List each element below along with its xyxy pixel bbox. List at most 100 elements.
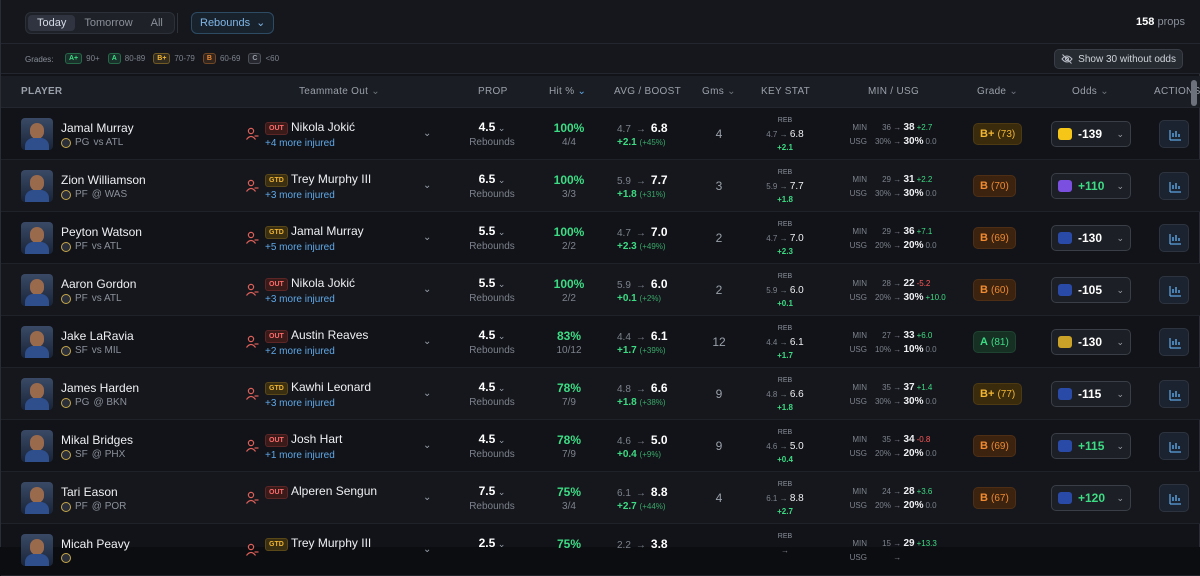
key-stat-values: 4.7 → 6.8 [761, 129, 809, 140]
more-injured-link[interactable]: +3 more injured [265, 190, 335, 201]
more-injured-link[interactable]: +3 more injured [265, 294, 335, 305]
games-count: 3 [715, 179, 723, 193]
arrow-right-icon: → [891, 449, 904, 458]
usage-row: USG 20% → 20% 0.0 [843, 500, 947, 511]
market-dropdown[interactable]: Rebounds ⌄ [191, 12, 275, 34]
col-avg-boost[interactable]: AVG / BOOST [614, 86, 682, 97]
player-name[interactable]: Aaron Gordon [61, 277, 137, 291]
prop-line[interactable]: 4.5 ⌄ [457, 380, 527, 394]
table-row[interactable]: Jake LaRavia SF vs MIL OUT Austin Reaves +2 m… [1, 316, 1200, 368]
player-name[interactable]: Jake LaRavia [61, 329, 134, 343]
chevron-down-icon[interactable]: ⌄ [423, 128, 432, 139]
player-name[interactable]: Micah Peavy [61, 537, 130, 551]
chart-action-button[interactable] [1159, 432, 1189, 460]
col-odds[interactable]: Odds ⌄ [1072, 86, 1109, 97]
col-teammate-out[interactable]: Teammate Out ⌄ [299, 86, 380, 97]
col-prop[interactable]: PROP [478, 86, 508, 97]
chart-action-button[interactable] [1159, 484, 1189, 512]
chevron-down-icon[interactable]: ⌄ [423, 180, 432, 191]
avatar-body [25, 398, 49, 410]
teammate-out-name: Kawhi Leonard [291, 380, 372, 394]
chevron-down-icon[interactable]: ⌄ [423, 492, 432, 503]
player-name[interactable]: Tari Eason [61, 485, 118, 499]
tab-tomorrow[interactable]: Tomorrow [84, 17, 133, 29]
col-actions: ACTIONS [1154, 86, 1200, 97]
more-injured-link[interactable]: +2 more injured [265, 346, 335, 357]
prop-line[interactable]: 5.5 ⌄ [457, 224, 527, 238]
table-row[interactable]: Jamal Murray PG vs ATL OUT Nikola Jokić +4 mo… [1, 108, 1200, 160]
chart-action-button[interactable] [1159, 172, 1189, 200]
table-row[interactable]: Micah Peavy GTD Trey Murphy III ⌄ 2.5 ⌄ 75% 2.… [1, 524, 1200, 576]
chevron-down-icon[interactable]: ⌄ [423, 284, 432, 295]
prop-line[interactable]: 7.5 ⌄ [457, 484, 527, 498]
more-injured-link[interactable]: +5 more injured [265, 242, 335, 253]
col-grade[interactable]: Grade ⌄ [977, 86, 1018, 97]
arrow-right-icon: → [635, 384, 646, 395]
more-injured-link[interactable]: +1 more injured [265, 450, 335, 461]
usage-from: 30% [874, 189, 891, 198]
prop-line[interactable]: 2.5 ⌄ [457, 536, 527, 550]
col-hit[interactable]: Hit % ⌄ [549, 86, 586, 97]
odds-selector[interactable]: +115 ⌄ [1051, 433, 1131, 459]
col-min-usg[interactable]: MIN / USG [868, 86, 920, 97]
sportsbook-logo-icon [1058, 232, 1072, 244]
key-stat-values: 4.4 → 6.1 [761, 337, 809, 348]
odds-selector[interactable]: -130 ⌄ [1051, 329, 1131, 355]
player-name[interactable]: Zion Williamson [61, 173, 146, 187]
player-name[interactable]: Jamal Murray [61, 121, 134, 135]
odds-selector[interactable]: -130 ⌄ [1051, 225, 1131, 251]
chart-action-button[interactable] [1159, 276, 1189, 304]
chart-action-button[interactable] [1159, 224, 1189, 252]
table-row[interactable]: Peyton Watson PF vs ATL GTD Jamal Murray +5 m… [1, 212, 1200, 264]
key-stat-to: 5.0 [789, 441, 804, 452]
col-gms[interactable]: Gms ⌄ [702, 86, 736, 97]
grade-score: (81) [991, 337, 1009, 348]
prop-line[interactable]: 4.5 ⌄ [457, 120, 527, 134]
table-row[interactable]: Tari Eason PF @ POR OUT Alperen Sengun ⌄ 7.5 ⌄… [1, 472, 1200, 524]
key-stat-from: 4.4 [766, 338, 778, 347]
odds-selector[interactable]: +120 ⌄ [1051, 485, 1131, 511]
key-stat-from: 4.8 [766, 390, 778, 399]
chart-action-button[interactable] [1159, 120, 1189, 148]
teammate-out-name: Austin Reaves [291, 328, 369, 342]
prop-line[interactable]: 5.5 ⌄ [457, 276, 527, 290]
boost-delta: +2.1 (+45%) [617, 137, 666, 148]
scrollbar-thumb[interactable] [1191, 80, 1197, 106]
chevron-down-icon: ⌄ [495, 383, 506, 393]
table-row[interactable]: James Harden PG @ BKN GTD Kawhi Leonard +3 mo… [1, 368, 1200, 420]
chart-action-button[interactable] [1159, 328, 1189, 356]
table-row[interactable]: Aaron Gordon PF vs ATL OUT Nikola Jokić +3 mo… [1, 264, 1200, 316]
usage-label: USG [849, 293, 867, 302]
chevron-down-icon[interactable]: ⌄ [423, 336, 432, 347]
player-name[interactable]: James Harden [61, 381, 140, 395]
odds-selector[interactable]: -105 ⌄ [1051, 277, 1131, 303]
odds-selector[interactable]: -139 ⌄ [1051, 121, 1131, 147]
chevron-down-icon[interactable]: ⌄ [423, 232, 432, 243]
chevron-down-icon[interactable]: ⌄ [423, 544, 432, 555]
chevron-down-icon[interactable]: ⌄ [423, 440, 432, 451]
player-name[interactable]: Mikal Bridges [61, 433, 134, 447]
odds-selector[interactable]: -115 ⌄ [1051, 381, 1131, 407]
chart-action-button[interactable] [1159, 380, 1189, 408]
prop-line[interactable]: 4.5 ⌄ [457, 432, 527, 446]
table-row[interactable]: Mikal Bridges SF @ PHX OUT Josh Hart +1 more … [1, 420, 1200, 472]
usage-to: 10% [903, 344, 924, 355]
tab-today[interactable]: Today [28, 15, 76, 31]
col-player[interactable]: PLAYER [21, 86, 63, 97]
odds-selector[interactable]: +110 ⌄ [1051, 173, 1131, 199]
col-key-stat[interactable]: KEY STAT [761, 86, 811, 97]
player-avatar [21, 378, 53, 410]
tab-all[interactable]: All [150, 17, 163, 29]
arrow-right-icon: → [891, 123, 904, 132]
player-name[interactable]: Peyton Watson [61, 225, 142, 239]
prop-line[interactable]: 6.5 ⌄ [457, 172, 527, 186]
prop-market: Rebounds [469, 449, 515, 460]
show-without-odds-button[interactable]: Show 30 without odds [1054, 49, 1183, 69]
table-row[interactable]: Zion Williamson PF @ WAS GTD Trey Murphy III… [1, 160, 1200, 212]
prop-line[interactable]: 4.5 ⌄ [457, 328, 527, 342]
more-injured-link[interactable]: +4 more injured [265, 138, 335, 149]
minutes-row: MIN 28 → 22 -5.2 [843, 278, 947, 289]
more-injured-link[interactable]: +3 more injured [265, 398, 335, 409]
chevron-down-icon[interactable]: ⌄ [423, 388, 432, 399]
